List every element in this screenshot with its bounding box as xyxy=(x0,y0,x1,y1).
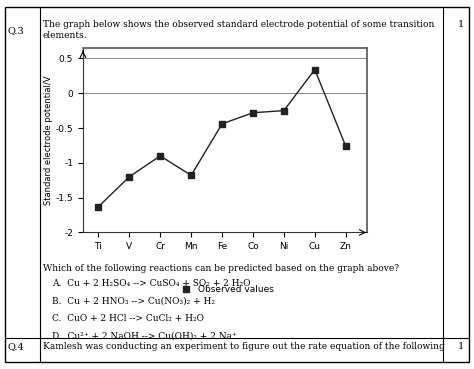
Text: C.  CuO + 2 HCl --> CuCl₂ + H₂O: C. CuO + 2 HCl --> CuCl₂ + H₂O xyxy=(52,314,204,323)
Text: A.  Cu + 2 H₂SO₄ --> CuSO₄ + SO₂ + 2 H₂O: A. Cu + 2 H₂SO₄ --> CuSO₄ + SO₂ + 2 H₂O xyxy=(52,279,251,287)
Y-axis label: Standard electrode potential/V: Standard electrode potential/V xyxy=(44,76,53,205)
Text: 1: 1 xyxy=(457,342,464,351)
Text: elements.: elements. xyxy=(43,31,87,40)
Text: Q.3: Q.3 xyxy=(7,26,24,35)
Text: 1: 1 xyxy=(457,20,464,29)
Text: Which of the following reactions can be predicted based on the graph above?: Which of the following reactions can be … xyxy=(43,264,399,273)
Text: Q.4: Q.4 xyxy=(7,342,24,351)
Text: The graph below shows the observed standard electrode potential of some transiti: The graph below shows the observed stand… xyxy=(43,20,434,29)
Text: Kamlesh was conducting an experiment to figure out the rate equation of the foll: Kamlesh was conducting an experiment to … xyxy=(43,342,445,351)
Text: D.  Cu²⁺ + 2 NaOH --> Cu(OH)₂ + 2 Na⁺: D. Cu²⁺ + 2 NaOH --> Cu(OH)₂ + 2 Na⁺ xyxy=(52,332,237,341)
Legend: Observed values: Observed values xyxy=(173,282,277,298)
Text: B.  Cu + 2 HNO₃ --> Cu(NO₃)₂ + H₂: B. Cu + 2 HNO₃ --> Cu(NO₃)₂ + H₂ xyxy=(52,296,215,305)
